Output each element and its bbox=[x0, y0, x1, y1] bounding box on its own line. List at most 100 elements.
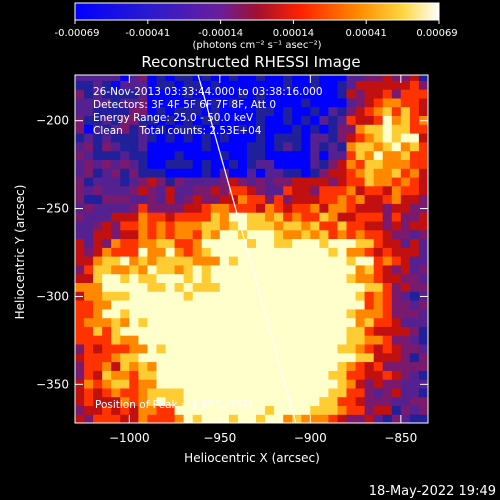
heatmap-cell bbox=[310, 247, 320, 257]
heatmap-cell bbox=[283, 291, 293, 301]
heatmap-cell bbox=[292, 370, 302, 380]
heatmap-cell bbox=[183, 229, 194, 240]
heatmap-cell bbox=[183, 89, 194, 99]
heatmap-cell bbox=[274, 256, 284, 266]
heatmap-cell bbox=[274, 150, 284, 160]
heatmap-cell bbox=[274, 317, 284, 327]
heatmap-cell bbox=[391, 300, 402, 310]
heatmap-cell bbox=[228, 264, 239, 275]
heatmap-cell bbox=[265, 150, 275, 160]
heatmap-cell bbox=[382, 89, 393, 99]
heatmap-cell bbox=[93, 405, 103, 415]
heatmap-cell bbox=[111, 194, 121, 204]
heatmap-cell bbox=[409, 89, 420, 99]
heatmap-cell bbox=[228, 220, 239, 231]
heatmap-cell bbox=[337, 141, 348, 152]
heatmap-cell bbox=[247, 335, 257, 345]
heatmap-cell bbox=[265, 80, 275, 90]
heatmap-cell bbox=[337, 326, 348, 336]
heatmap-cell bbox=[201, 396, 212, 406]
heatmap-cell bbox=[111, 273, 121, 283]
heatmap-cell bbox=[373, 282, 384, 292]
heatmap-cell bbox=[165, 176, 176, 187]
heatmap-cell bbox=[219, 133, 230, 143]
heatmap-cell bbox=[192, 264, 203, 275]
heatmap-cell bbox=[192, 159, 203, 169]
heatmap-cell bbox=[364, 133, 375, 143]
heatmap-cell bbox=[283, 168, 293, 178]
heatmap-cell bbox=[174, 282, 185, 292]
heatmap-cell bbox=[391, 343, 402, 354]
heatmap-cell bbox=[283, 185, 293, 196]
heatmap-cell bbox=[256, 379, 266, 389]
heatmap-cell bbox=[364, 168, 375, 178]
heatmap-cell bbox=[373, 133, 384, 143]
heatmap-cell bbox=[364, 220, 375, 231]
heatmap-cell bbox=[237, 370, 248, 380]
heatmap-cell bbox=[247, 203, 257, 213]
heatmap-cell bbox=[310, 291, 320, 301]
heatmap-cell bbox=[111, 352, 121, 363]
heatmap-cell bbox=[102, 106, 112, 116]
heatmap-cell bbox=[201, 335, 212, 345]
heatmap-cell bbox=[355, 220, 366, 231]
heatmap-cell bbox=[301, 115, 311, 125]
heatmap-cell bbox=[364, 370, 375, 380]
heatmap-cell bbox=[210, 405, 221, 415]
heatmap-cell bbox=[93, 168, 103, 178]
heatmap-cell bbox=[382, 379, 393, 389]
heatmap-cell bbox=[301, 405, 311, 415]
heatmap-cell bbox=[219, 115, 230, 125]
heatmap-cell bbox=[409, 282, 420, 292]
heatmap-cell bbox=[310, 256, 320, 266]
heatmap-cell bbox=[219, 185, 230, 196]
heatmap-cell bbox=[156, 352, 167, 363]
heatmap-cell bbox=[174, 256, 185, 266]
heatmap-cell bbox=[111, 326, 121, 336]
heatmap-cell bbox=[283, 256, 293, 266]
heatmap-cell bbox=[156, 141, 167, 152]
heatmap-cell bbox=[301, 141, 311, 152]
heatmap-cell bbox=[147, 194, 158, 204]
heatmap-cell bbox=[346, 106, 357, 116]
heatmap-cell bbox=[138, 387, 149, 398]
heatmap-cell bbox=[283, 273, 293, 283]
heatmap-cell bbox=[256, 185, 266, 196]
heatmap-cell bbox=[391, 133, 402, 143]
heatmap-cell bbox=[373, 387, 384, 398]
heatmap-cell bbox=[355, 97, 366, 108]
heatmap-cell bbox=[337, 361, 348, 371]
heatmap-cell bbox=[192, 361, 203, 371]
heatmap-cell bbox=[192, 335, 203, 345]
heatmap-cell bbox=[102, 141, 112, 152]
heatmap-cell bbox=[283, 124, 293, 134]
heatmap-cell bbox=[346, 326, 357, 336]
heatmap-cell bbox=[265, 75, 275, 81]
heatmap-cell bbox=[138, 97, 149, 108]
heatmap-cell bbox=[165, 387, 176, 398]
heatmap-cell bbox=[274, 176, 284, 187]
heatmap-cell bbox=[346, 335, 357, 345]
heatmap-cell bbox=[102, 361, 112, 371]
heatmap-cell bbox=[319, 115, 330, 125]
heatmap-cell bbox=[156, 150, 167, 160]
heatmap-cell bbox=[75, 387, 85, 398]
heatmap-cell bbox=[373, 106, 384, 116]
heatmap-cell bbox=[328, 414, 339, 423]
heatmap-cell bbox=[120, 238, 130, 248]
heatmap-cell bbox=[156, 168, 167, 178]
heatmap-cell bbox=[228, 335, 239, 345]
heatmap-cell bbox=[247, 264, 257, 275]
footer-timestamp: 18-May-2022 19:49 bbox=[369, 484, 496, 499]
heatmap-cell bbox=[283, 133, 293, 143]
heatmap-cell bbox=[201, 75, 212, 81]
colorbar-tick-label: -0.00014 bbox=[198, 28, 243, 39]
heatmap-cell bbox=[120, 282, 130, 292]
heatmap-cell bbox=[283, 194, 293, 204]
heatmap-cell bbox=[228, 89, 239, 99]
heatmap-cell bbox=[373, 247, 384, 257]
heatmap-cell bbox=[346, 168, 357, 178]
heatmap-cell bbox=[228, 256, 239, 266]
heatmap-cell bbox=[183, 176, 194, 187]
heatmap-cell bbox=[120, 308, 130, 319]
